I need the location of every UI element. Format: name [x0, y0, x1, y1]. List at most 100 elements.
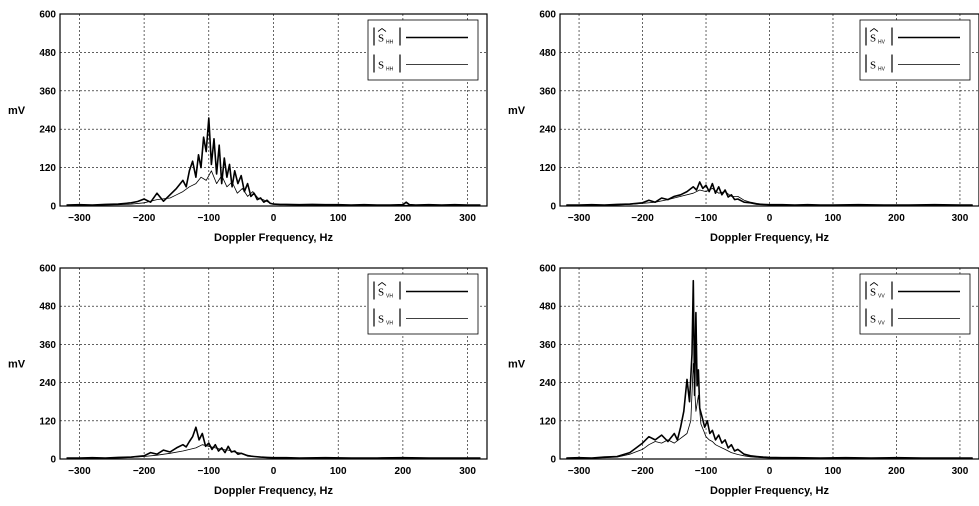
y-axis-label: mV	[508, 105, 526, 117]
legend-item: S HV	[865, 27, 960, 46]
y-axis-label: mV	[508, 359, 526, 371]
x-tick-label: 100	[825, 213, 842, 224]
y-tick-label: 120	[539, 416, 556, 427]
x-tick-label: 0	[271, 213, 277, 224]
x-tick-label: 300	[952, 466, 969, 477]
legend-symbol: S	[378, 314, 384, 326]
legend-subscript: VV	[878, 294, 885, 300]
x-axis-label: Doppler Frequency, Hz	[214, 232, 333, 244]
x-tick-label: 100	[825, 466, 842, 477]
x-tick-label: −200	[133, 466, 156, 477]
legend-subscript: VV	[878, 321, 885, 327]
x-tick-label: −200	[631, 466, 654, 477]
y-tick-label: 480	[39, 48, 56, 59]
legend-subscript: HV	[878, 40, 886, 46]
x-tick-label: −300	[568, 466, 591, 477]
hat-icon	[377, 28, 387, 32]
legend-symbol: S	[870, 314, 876, 326]
legend-symbol: S	[870, 60, 876, 72]
legend-box	[859, 19, 971, 81]
chart-panel-1: 0 120 240 360 480 600 −300 −200 −100 0 100 200 300 mV…	[8, 10, 488, 244]
y-tick-label: 360	[539, 340, 556, 351]
x-tick-label: 200	[888, 213, 905, 224]
legend-item: S VH	[373, 308, 468, 327]
series-line-vv	[566, 363, 973, 459]
x-tick-label: 100	[330, 213, 347, 224]
y-tick-label: 360	[539, 86, 556, 97]
x-axis-label: Doppler Frequency, Hz	[214, 485, 333, 497]
x-tick-label: −300	[68, 466, 91, 477]
x-tick-label: 300	[459, 466, 476, 477]
x-tick-label: 100	[330, 466, 347, 477]
y-tick-label: 120	[39, 416, 56, 427]
y-tick-label: 240	[539, 125, 556, 136]
legend-item: S HH	[373, 27, 468, 46]
series-line-vh	[66, 444, 481, 459]
y-tick-label: 360	[39, 86, 56, 97]
legend-box	[859, 273, 971, 335]
series-line-hv-hat	[566, 181, 973, 206]
series-line-hv	[566, 187, 973, 206]
y-tick-label: 480	[39, 302, 56, 313]
y-tick-label: 600	[539, 10, 556, 21]
legend-symbol: S	[378, 60, 384, 72]
y-tick-label: 0	[550, 455, 556, 466]
legend-subscript: HV	[878, 67, 886, 73]
series-line-vv-hat	[566, 279, 973, 459]
legend: S VHS VH	[367, 273, 479, 335]
x-tick-label: 300	[459, 213, 476, 224]
hat-icon	[869, 28, 879, 32]
y-tick-label: 0	[50, 202, 56, 213]
y-tick-label: 240	[39, 125, 56, 136]
y-tick-label: 360	[39, 340, 56, 351]
x-tick-label: −200	[631, 213, 654, 224]
legend-symbol: S	[870, 287, 876, 299]
y-tick-label: 120	[539, 163, 556, 174]
legend: S HHS HH	[367, 19, 479, 81]
chart-panel-4: 0 120 240 360 480 600 −300 −200 −100 0 100 200 300 mV…	[508, 264, 979, 497]
y-tick-label: 240	[539, 378, 556, 389]
legend-box	[367, 273, 479, 335]
x-tick-label: −100	[695, 466, 718, 477]
legend-symbol: S	[870, 33, 876, 45]
y-tick-label: 0	[550, 202, 556, 213]
hat-icon	[869, 282, 879, 286]
x-tick-label: −200	[133, 213, 156, 224]
x-tick-label: −100	[198, 213, 221, 224]
legend: S VVS VV	[859, 273, 971, 335]
legend-item: S HV	[865, 54, 960, 73]
y-tick-label: 240	[39, 378, 56, 389]
y-axis-label: mV	[8, 359, 26, 371]
plot-frame	[559, 267, 979, 460]
legend-item: S HH	[373, 54, 468, 73]
y-tick-label: 600	[539, 264, 556, 275]
y-axis-label: mV	[8, 105, 26, 117]
legend-subscript: VH	[386, 294, 393, 300]
y-tick-label: 480	[539, 302, 556, 313]
chart-panel-3: 0 120 240 360 480 600 −300 −200 −100 0 100 200 300 mV…	[8, 264, 488, 497]
x-tick-label: −100	[198, 466, 221, 477]
chart-panel-2: 0 120 240 360 480 600 −300 −200 −100 0 100 200 300 mV…	[508, 10, 979, 244]
x-tick-label: −300	[68, 213, 91, 224]
legend-box	[367, 19, 479, 81]
legend-subscript: HH	[386, 67, 394, 73]
series-line-hh	[66, 170, 481, 206]
legend-subscript: VH	[386, 321, 393, 327]
x-tick-label: 0	[271, 466, 277, 477]
x-axis-label: Doppler Frequency, Hz	[710, 485, 829, 497]
x-axis-label: Doppler Frequency, Hz	[710, 232, 829, 244]
legend-symbol: S	[378, 33, 384, 45]
legend-symbol: S	[378, 287, 384, 299]
legend-item: S VV	[865, 308, 960, 327]
y-tick-label: 0	[50, 455, 56, 466]
legend-item: S VV	[865, 281, 960, 300]
plot-frame	[59, 13, 488, 207]
y-tick-label: 600	[39, 10, 56, 21]
y-tick-label: 120	[39, 163, 56, 174]
legend-item: S VH	[373, 281, 468, 300]
y-tick-label: 480	[539, 48, 556, 59]
plot-frame	[59, 267, 488, 460]
hat-icon	[377, 282, 387, 286]
plot-frame	[559, 13, 979, 207]
